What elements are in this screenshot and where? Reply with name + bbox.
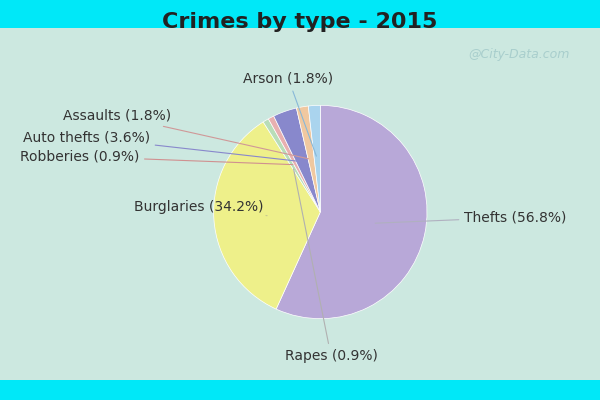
Wedge shape [308, 105, 320, 212]
Text: Rapes (0.9%): Rapes (0.9%) [284, 169, 377, 363]
Wedge shape [276, 105, 427, 319]
Text: Assaults (1.8%): Assaults (1.8%) [63, 109, 308, 159]
Text: Burglaries (34.2%): Burglaries (34.2%) [134, 200, 267, 216]
Text: Crimes by type - 2015: Crimes by type - 2015 [163, 12, 437, 32]
Wedge shape [214, 122, 320, 309]
Wedge shape [268, 116, 320, 212]
Text: Arson (1.8%): Arson (1.8%) [243, 72, 334, 156]
Text: Robberies (0.9%): Robberies (0.9%) [20, 150, 293, 165]
Wedge shape [263, 119, 320, 212]
Wedge shape [296, 106, 320, 212]
Text: Auto thefts (3.6%): Auto thefts (3.6%) [23, 130, 300, 161]
Wedge shape [274, 108, 320, 212]
Text: @City-Data.com: @City-Data.com [469, 48, 570, 61]
Text: Thefts (56.8%): Thefts (56.8%) [375, 210, 567, 224]
